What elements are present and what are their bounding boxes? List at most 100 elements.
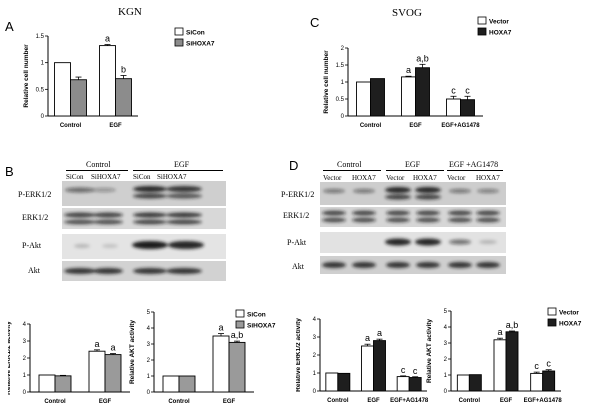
band (352, 262, 376, 268)
bar (325, 372, 339, 392)
blot-b-lane-4: SiHOXA7 (157, 173, 187, 181)
blot-d-strip-akt (320, 256, 506, 274)
band (479, 240, 497, 244)
bar (337, 372, 351, 392)
band (133, 212, 167, 218)
significance-label: a (94, 339, 99, 349)
bar (446, 98, 461, 117)
legend-label: SiCon (186, 30, 205, 37)
band (415, 187, 441, 193)
band (93, 268, 123, 274)
legend-label: Vector (489, 19, 509, 26)
y-axis-label: Relative AKT activity (129, 320, 136, 384)
bar (88, 350, 106, 393)
y-tick-label: 2 (147, 358, 151, 364)
band (353, 189, 375, 193)
significance-label: a (406, 65, 411, 75)
y-tick-label: 0 (341, 114, 345, 120)
x-tick-label: EGF+AG1478 (441, 123, 480, 129)
band (476, 217, 500, 223)
band (322, 262, 346, 268)
band (166, 212, 202, 218)
y-tick-label: 0.5 (336, 97, 345, 103)
x-tick-label: Control (360, 123, 382, 129)
x-tick-label: EGF (223, 399, 236, 405)
band (133, 268, 167, 274)
blot-b-group-control: Control (86, 160, 111, 169)
bar (104, 354, 122, 393)
significance-label: c (465, 85, 470, 95)
bar (460, 99, 475, 117)
band (448, 262, 472, 268)
y-axis-label: Relative cell number (23, 44, 30, 108)
band (166, 268, 202, 274)
band (386, 210, 410, 216)
blot-d-strip-perk (320, 182, 506, 205)
y-axis-label: Relative ERK1/2 activity (296, 318, 302, 392)
band (415, 238, 441, 246)
blot-b-group-line-egf (133, 170, 223, 171)
y-tick-label: 2 (341, 46, 345, 52)
bar (356, 81, 371, 117)
bar (178, 375, 196, 393)
chart-d1: 0 1 2 3 4 Relative ERK1/2 activity Control EGF a… (296, 317, 429, 404)
band (385, 187, 411, 193)
y-tick-label: 3 (313, 335, 317, 341)
blot-d-group-line-control (323, 170, 381, 171)
y-tick-label: 1 (23, 373, 27, 379)
bar (530, 372, 544, 392)
band (133, 219, 167, 225)
bar (408, 377, 422, 392)
x-tick-label: EGF (500, 398, 513, 404)
blot-d-group-egf: EGF (405, 160, 421, 169)
bar (493, 339, 507, 392)
blot-d-row-akt: Akt (292, 262, 304, 271)
legend-swatch (547, 307, 557, 316)
blot-d-row-perk: P-ERK1/2 (281, 190, 315, 199)
bar (542, 370, 556, 392)
y-tick-label: 2 (23, 356, 27, 362)
band (415, 194, 441, 200)
legend-swatch (174, 38, 184, 47)
band (386, 262, 410, 268)
band (416, 210, 440, 216)
y-tick-label: 0 (41, 114, 45, 120)
y-axis-label: Relative ERK1/2 activity (8, 321, 12, 395)
band (477, 189, 499, 193)
legend-label: SiCon (247, 312, 266, 319)
legend-swatch (477, 16, 487, 25)
significance-label: a,b (416, 53, 429, 63)
y-tick-label: 0.5 (36, 87, 45, 93)
blot-b-row-erk: ERK1/2 (22, 213, 49, 222)
x-tick-label: EGF (109, 123, 122, 129)
x-tick-label: EGF+AG1478 (390, 398, 429, 404)
legend-swatch (547, 318, 557, 327)
x-tick-label: Control (459, 398, 481, 404)
legend-label: SiHOXA7 (247, 323, 276, 330)
y-tick-label: 1.5 (336, 63, 345, 69)
panel-letter-c: C (310, 15, 320, 30)
y-tick-label: 0 (23, 390, 27, 396)
band (448, 217, 472, 223)
panel-letter-b: B (5, 164, 14, 179)
significance-label: c (401, 365, 406, 375)
band (64, 219, 96, 225)
x-tick-label: EGF (409, 123, 422, 129)
band (133, 186, 167, 192)
y-tick-label: 3 (147, 342, 151, 348)
chart-b2: 0 1 2 3 4 5 Relative AKT activity Control EGF a a,… (129, 309, 276, 405)
y-axis-label: Relative AKT activity (426, 319, 433, 383)
bar (228, 341, 246, 393)
band (448, 210, 472, 216)
significance-label: c (534, 361, 539, 371)
y-tick-label: 3 (444, 341, 448, 347)
blot-d-group-ag1478: EGF +AG1478 (449, 160, 499, 169)
panel-letter-d: D (289, 158, 299, 173)
significance-label: a (365, 333, 370, 343)
blot-b-row-pakt: P-Akt (22, 241, 42, 250)
legend-swatch (235, 309, 245, 318)
blot-d-image (320, 182, 506, 274)
y-tick-label: 1.5 (36, 34, 45, 40)
bar (370, 78, 385, 117)
bar (99, 45, 116, 117)
